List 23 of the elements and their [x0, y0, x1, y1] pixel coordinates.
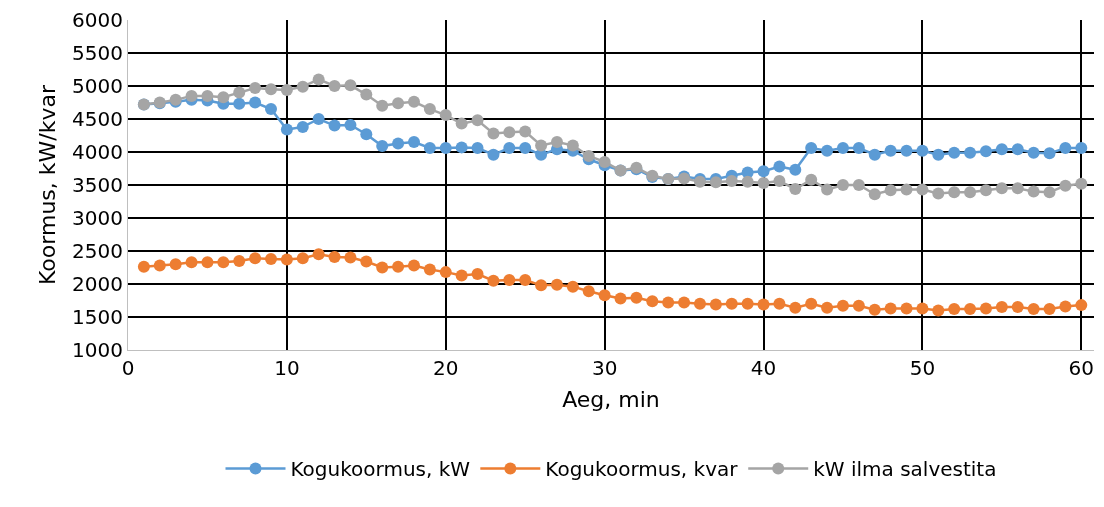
y-tick-label: 5000	[72, 74, 123, 98]
legend-label: Kogukoormus, kW	[290, 457, 471, 482]
y-tick-label: 3000	[72, 206, 123, 230]
y-tick-label: 2500	[72, 239, 123, 263]
y-tick-label: 3500	[72, 173, 123, 197]
legend-label: Kogukoormus, kvar	[545, 457, 739, 482]
x-tick-label: 30	[591, 356, 618, 380]
y-tick-label: 1000	[72, 338, 123, 362]
x-tick-label: 0	[121, 356, 135, 380]
y-tick-label: 5500	[72, 41, 123, 65]
y-tick-label: 4500	[72, 107, 123, 131]
x-tick-label: 10	[274, 356, 300, 380]
x-tick-label: 60	[1068, 356, 1095, 380]
x-tick-label: 40	[750, 356, 777, 380]
legend-label: kW ilma salvestita	[813, 457, 997, 482]
y-tick-label: 2000	[72, 272, 123, 296]
x-tick-label: 20	[433, 356, 459, 380]
x-tick-label: 50	[909, 356, 936, 380]
y-tick-label: 6000	[72, 8, 123, 32]
y-axis-title: Koormus, kW/kvar	[34, 84, 60, 285]
x-axis-title: Aeg, min	[562, 386, 660, 412]
y-tick-label: 4000	[72, 140, 123, 164]
y-tick-label: 1500	[72, 305, 123, 329]
